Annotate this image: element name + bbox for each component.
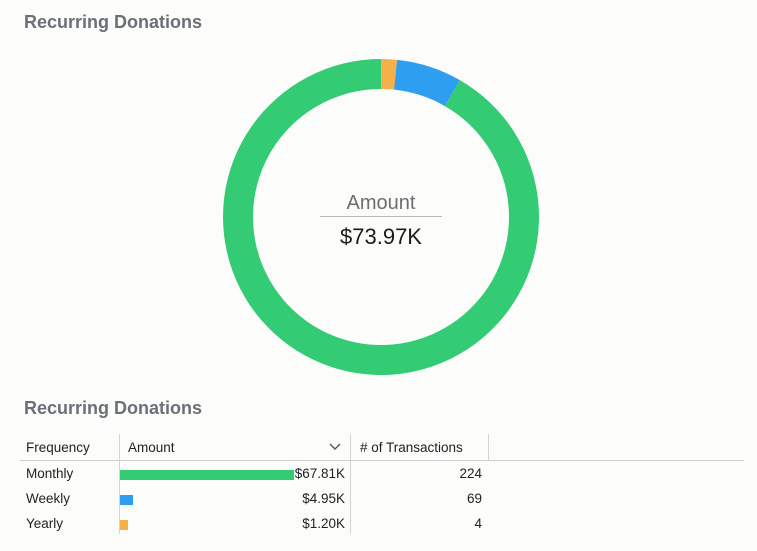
row-transactions: 4 xyxy=(474,516,482,531)
column-divider xyxy=(488,434,489,460)
donut-center-value: $73.97K xyxy=(340,224,422,249)
chevron-down-icon[interactable] xyxy=(328,439,342,453)
column-divider xyxy=(350,434,351,534)
row-amount: $1.20K xyxy=(302,516,345,531)
donut-title: Recurring Donations xyxy=(24,12,203,32)
table-header: Frequency Amount # of Transactions xyxy=(20,434,744,461)
table-row[interactable]: Monthly $67.81K 224 xyxy=(20,462,744,487)
column-header-amount[interactable]: Amount xyxy=(128,440,175,455)
donut-chart: Amount $73.97K xyxy=(222,58,540,376)
table-title: Recurring Donations xyxy=(24,398,203,418)
row-amount: $67.81K xyxy=(294,466,345,481)
row-amount: $4.95K xyxy=(302,491,345,506)
donut-center-divider xyxy=(320,216,442,217)
table-row[interactable]: Weekly $4.95K 69 xyxy=(20,487,744,512)
donut-chart-svg xyxy=(223,58,539,375)
amount-bar xyxy=(120,470,294,480)
row-frequency: Monthly xyxy=(26,466,74,481)
table-row[interactable]: Yearly $1.20K 4 xyxy=(20,512,744,537)
amount-bar xyxy=(120,520,128,530)
column-header-transactions[interactable]: # of Transactions xyxy=(360,440,463,455)
donut-center: Amount $73.97K xyxy=(222,58,540,376)
donut-slice-yearly[interactable] xyxy=(381,59,398,90)
donut-slice-weekly[interactable] xyxy=(394,59,460,107)
column-header-frequency[interactable]: Frequency xyxy=(26,440,90,455)
donut-center-label: Amount xyxy=(346,192,416,214)
row-transactions: 224 xyxy=(459,466,482,481)
row-frequency: Weekly xyxy=(26,491,71,506)
column-divider xyxy=(119,434,120,534)
row-frequency: Yearly xyxy=(26,516,64,531)
amount-bar xyxy=(120,495,133,505)
row-transactions: 69 xyxy=(466,491,482,506)
